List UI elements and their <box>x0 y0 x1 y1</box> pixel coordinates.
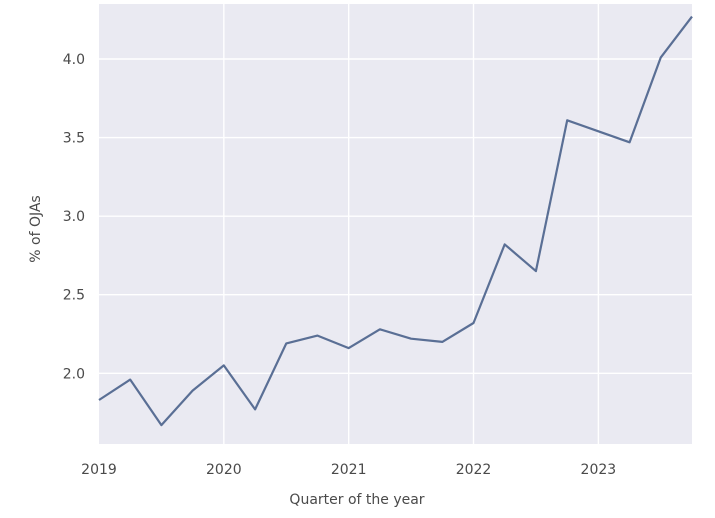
y-tick-label: 2.0 <box>63 366 85 382</box>
x-tick-label: 2022 <box>456 462 492 478</box>
x-axis-ticks: 2019 2020 2021 2022 2023 <box>81 462 616 478</box>
y-tick-label: 3.5 <box>63 131 85 147</box>
y-axis-title: % of OJAs <box>28 195 44 262</box>
x-tick-label: 2023 <box>581 462 617 478</box>
y-axis-ticks: 2.0 2.5 3.0 3.5 4.0 <box>63 52 85 382</box>
y-tick-label: 3.0 <box>63 209 85 225</box>
x-tick-label: 2020 <box>206 462 242 478</box>
x-tick-label: 2021 <box>331 462 367 478</box>
series-layer <box>98 15 693 427</box>
grid-lines <box>99 4 692 444</box>
plot-area <box>99 4 692 444</box>
series-line <box>98 15 693 427</box>
y-tick-label: 4.0 <box>63 52 85 68</box>
x-tick-label: 2019 <box>81 462 117 478</box>
y-tick-label: 2.5 <box>63 288 85 304</box>
x-axis-title: Quarter of the year <box>289 492 424 508</box>
